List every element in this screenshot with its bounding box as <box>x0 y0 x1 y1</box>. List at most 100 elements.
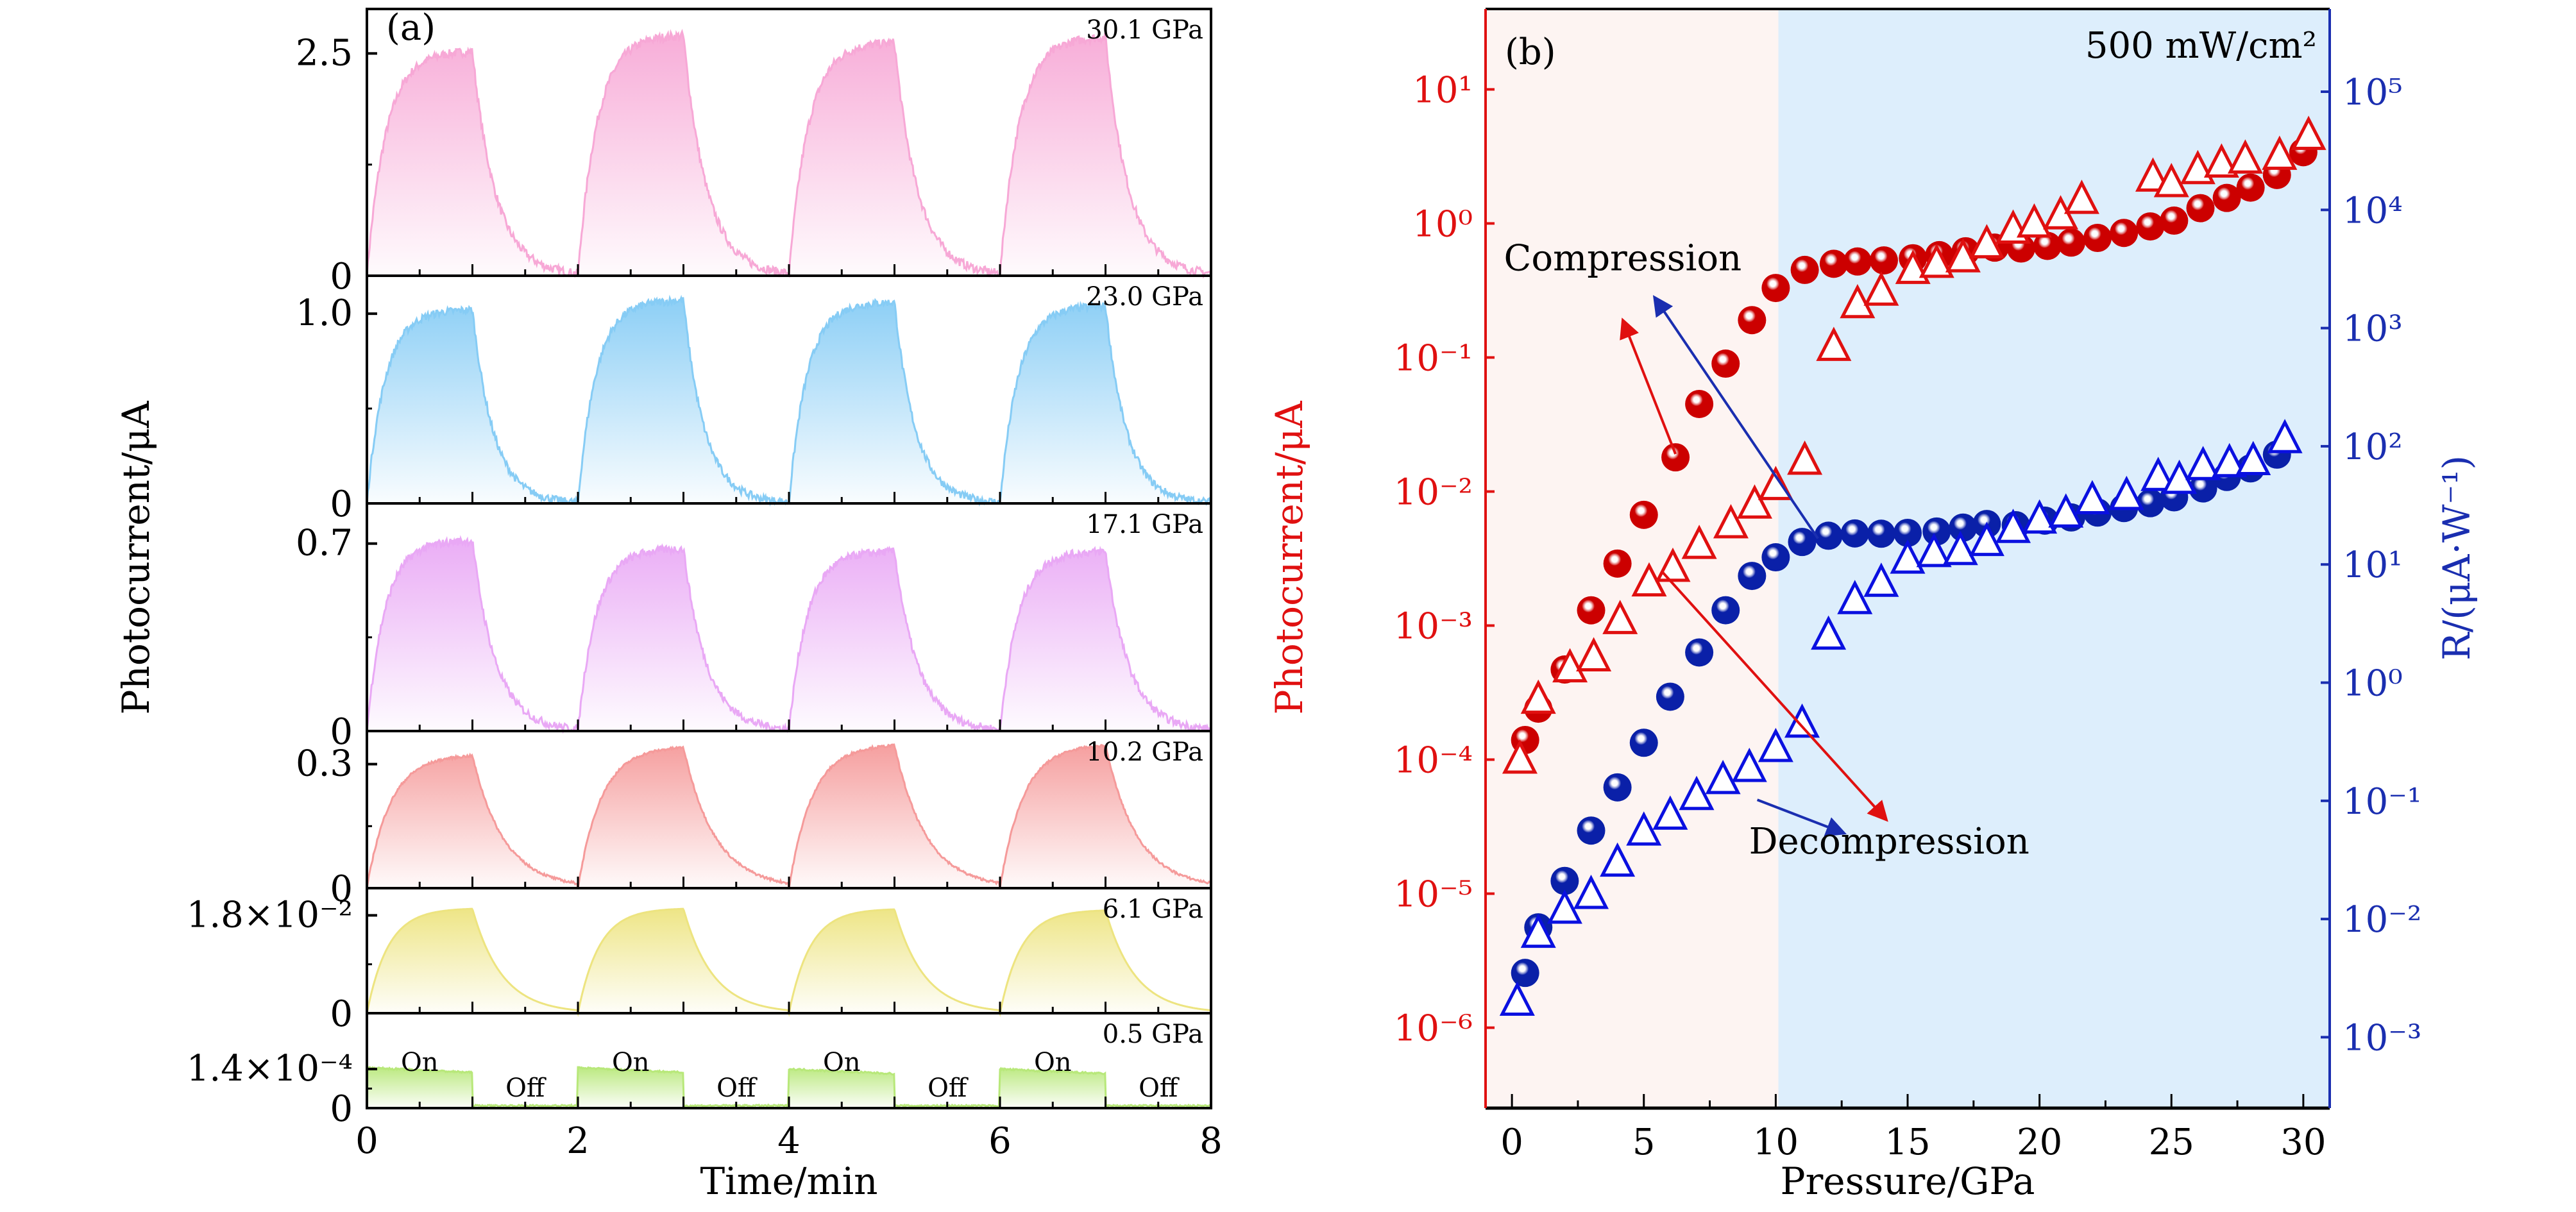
data-point-triangle <box>2140 457 2176 491</box>
data-point-sphere <box>1949 513 1978 542</box>
right-y-tick-label: 10⁵ <box>2343 72 2403 114</box>
data-point-triangle <box>1787 440 1823 475</box>
right-y-tick-label: 10¹ <box>2343 544 2403 586</box>
data-point-triangle <box>2074 480 2110 514</box>
signal-area <box>367 909 1211 1013</box>
y-tick-label: 1.0 <box>296 292 353 334</box>
y-tick-label: 2.5 <box>296 32 353 74</box>
data-point-triangle <box>2153 163 2189 198</box>
data-point-sphere <box>2212 183 2241 212</box>
right-y-tick-label: 10³ <box>2343 308 2403 350</box>
left-y-tick-label: 10⁻⁶ <box>1394 1008 1473 1050</box>
y-zero-label: 0 <box>330 993 353 1035</box>
subplot-171: 0.7 0 17.1 GPa <box>296 502 1212 753</box>
signal-line <box>366 1066 1212 1109</box>
off-label: Off <box>505 1073 547 1103</box>
left-y-tick-label: 10⁻⁴ <box>1394 740 1473 782</box>
y-tick-label: 0.3 <box>296 743 353 785</box>
annotation-compression: Compression <box>1504 238 1742 280</box>
data-point-triangle <box>1713 504 1749 539</box>
data-point-triangle <box>2262 135 2298 170</box>
data-point-triangle <box>1816 326 1852 361</box>
signal-area <box>367 745 1211 888</box>
data-point-sphere <box>1790 255 1819 284</box>
data-point-triangle <box>2203 143 2239 178</box>
right-y-tick-label: 10² <box>2343 426 2403 468</box>
subplot-102: 0.3 0 10.2 GPa <box>296 730 1212 910</box>
data-point-triangle <box>1655 547 1691 582</box>
annotation-arrow <box>1620 317 1677 455</box>
data-point-sphere <box>2186 194 2215 223</box>
x-tick-label: 6 <box>988 1120 1012 1162</box>
right-y-tick-label: 10⁻¹ <box>2343 781 2421 823</box>
data-point-triangle <box>2227 139 2263 174</box>
data-point-triangle <box>1602 600 1638 634</box>
x-tick-label: 2 <box>566 1120 589 1162</box>
data-point-sphere <box>1788 528 1817 557</box>
data-point-sphere <box>2136 489 2165 518</box>
data-point-sphere <box>2083 223 2112 252</box>
left-y-tick-label: 10⁰ <box>1412 203 1473 245</box>
x-tick-label: 25 <box>2149 1122 2194 1163</box>
y-tick-label: 0.7 <box>296 523 353 564</box>
data-point-triangle <box>1652 795 1688 830</box>
on-label: On <box>401 1048 439 1077</box>
data-point-sphere <box>1867 519 1895 548</box>
left-y-tick-label: 10⁻⁵ <box>1394 874 1473 916</box>
left-y-tick-label: 10¹ <box>1412 69 1473 111</box>
pressure-label: 23.0 GPa <box>1086 282 1203 312</box>
x-axis-title: Time/min <box>700 1159 877 1203</box>
right-y-tick-label: 10⁰ <box>2343 663 2403 705</box>
left-y-axis-title: Photocurrent/μA <box>1267 400 1311 714</box>
data-point-sphere <box>1629 728 1658 757</box>
data-point-sphere <box>1738 562 1767 591</box>
data-point-triangle <box>1863 562 1899 597</box>
data-point-triangle <box>1546 889 1582 924</box>
data-point-sphere <box>2033 231 2062 260</box>
x-tick-label: 15 <box>1885 1122 1930 1163</box>
data-point-sphere <box>1761 274 1790 303</box>
data-point-sphere <box>1661 443 1690 472</box>
data-point-sphere <box>2189 474 2217 503</box>
intensity-annotation: 500 mW/cm² <box>2085 25 2317 67</box>
panel-b-label: (b) <box>1505 31 1556 73</box>
data-point-triangle <box>1681 525 1717 559</box>
x-tick-label: 30 <box>2280 1122 2326 1163</box>
data-point-triangle <box>2063 180 2099 214</box>
y-axis-title: Photocurrent/μA <box>114 400 158 714</box>
left-y-tick-label: 10⁻² <box>1394 471 1473 513</box>
right-y-axis-title: R/(μA·W⁻¹) <box>2435 455 2479 661</box>
x-tick-label: 0 <box>355 1120 378 1162</box>
data-point-triangle <box>1784 703 1820 738</box>
annotation-arrow <box>1661 571 1888 822</box>
data-point-sphere <box>1629 500 1658 529</box>
data-point-sphere <box>1550 866 1579 895</box>
on-label: On <box>1034 1048 1072 1077</box>
data-point-sphere <box>1869 246 1898 275</box>
data-point-triangle <box>1758 466 1793 500</box>
y-zero-label: 0 <box>330 1088 353 1130</box>
annotation-arrow <box>1756 798 1847 837</box>
signal-area <box>367 31 1211 276</box>
data-point-triangle <box>1919 243 1954 278</box>
data-point-triangle <box>1499 981 1535 1016</box>
data-point-triangle <box>1916 532 1952 568</box>
annotation-arrow <box>1652 295 1819 539</box>
right-y-tick-label: 10⁴ <box>2343 190 2403 231</box>
data-point-triangle <box>1573 875 1609 909</box>
series-photocurrent-decompression- <box>1502 115 2326 774</box>
data-point-sphere <box>1819 249 1848 278</box>
data-point-triangle <box>2235 441 2271 475</box>
data-point-sphere <box>1843 247 1872 276</box>
data-point-triangle <box>1890 539 1926 574</box>
y-zero-label: 0 <box>330 484 353 525</box>
data-point-sphere <box>1577 816 1606 845</box>
data-point-sphere <box>1922 517 1951 546</box>
data-point-sphere <box>1738 306 1767 335</box>
data-point-triangle <box>1840 283 1876 319</box>
off-label: Off <box>716 1073 758 1103</box>
x-tick-label: 4 <box>777 1120 801 1162</box>
data-point-triangle <box>1969 521 2004 557</box>
data-point-sphere <box>1761 543 1790 572</box>
